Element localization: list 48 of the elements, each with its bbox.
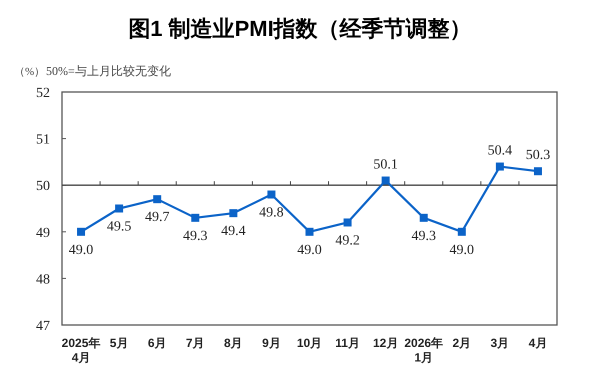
y-tick-label: 50 xyxy=(36,179,50,194)
y-tick-label: 51 xyxy=(36,132,50,148)
y-axis-title: （%） xyxy=(14,66,46,78)
data-label: 49.3 xyxy=(183,228,208,244)
point xyxy=(229,209,238,218)
x-tick-label: 2026年 1月 xyxy=(404,336,444,364)
point xyxy=(420,214,428,222)
y-tick-label: 47 xyxy=(36,319,50,334)
data-label: 49.7 xyxy=(144,210,170,226)
x-tick-label: 10月 xyxy=(296,336,322,350)
point xyxy=(267,190,276,199)
point xyxy=(344,218,352,226)
x-tick-label: 7月 xyxy=(186,336,205,350)
point xyxy=(153,195,162,204)
x-tick-label: 2月 xyxy=(452,336,472,350)
data-label: 49.3 xyxy=(411,228,436,244)
x-tick-label: 2025年 4月 xyxy=(62,336,100,364)
point xyxy=(306,228,314,236)
data-label: 49.0 xyxy=(297,242,322,258)
x-tick-label: 11月 xyxy=(335,336,360,350)
point xyxy=(77,228,86,236)
point xyxy=(115,204,124,212)
data-label: 49.0 xyxy=(450,242,474,258)
x-tick-label: 9月 xyxy=(262,336,281,350)
text: 50%=与上月比较无变化 xyxy=(46,64,171,78)
x-tick-label: 8月 xyxy=(224,336,243,350)
point xyxy=(458,228,466,236)
point xyxy=(534,167,542,176)
chart-title: 图1 制造业PMI指数（经季节调整） xyxy=(128,16,472,41)
data-label: 50.1 xyxy=(373,158,398,173)
x-tick-label: 6月 xyxy=(148,336,167,350)
y-tick-label: 49 xyxy=(36,226,50,241)
point xyxy=(496,162,504,171)
data-label: 50.4 xyxy=(488,144,512,159)
point xyxy=(191,214,200,222)
x-tick-label: 5月 xyxy=(110,336,128,350)
data-label: 49.0 xyxy=(68,242,94,258)
data-label: 49.5 xyxy=(106,220,132,234)
point xyxy=(382,176,390,185)
data-label: 49.8 xyxy=(259,206,284,221)
x-tick-label: 12月 xyxy=(372,336,398,350)
y-tick-label: 48 xyxy=(36,272,50,288)
data-label: 49.4 xyxy=(221,224,246,240)
data-label: 50.3 xyxy=(526,148,550,164)
x-tick-label: 3月 xyxy=(490,336,510,350)
data-label: 49.2 xyxy=(335,233,360,248)
y-tick-label: 52 xyxy=(36,86,50,101)
x-tick-label: 4月 xyxy=(528,336,548,350)
